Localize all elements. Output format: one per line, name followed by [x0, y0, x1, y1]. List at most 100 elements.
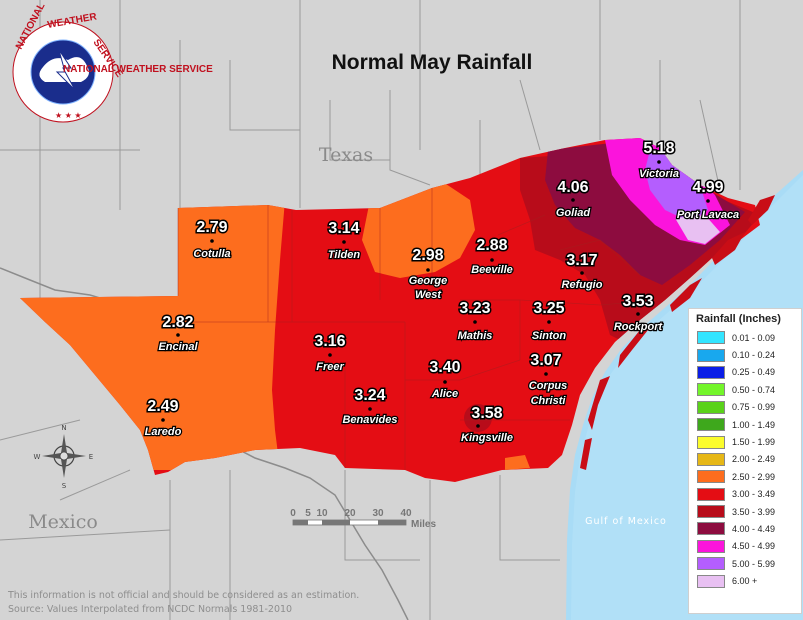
compass-s: S [62, 482, 67, 490]
station-value: 3.17 [566, 252, 597, 269]
legend-swatch [697, 435, 725, 449]
station-name: George [409, 275, 448, 287]
legend-swatch [697, 365, 725, 379]
station-name: Cotulla [193, 248, 230, 260]
logo-text: NATIONAL WEATHER SERVICE [63, 64, 213, 75]
barrier-islands [580, 195, 775, 470]
station-name: Freer [316, 361, 344, 373]
station-corpus-christi: 3.07 Corpus Christi [528, 351, 569, 409]
station-tilden: 3.14 Tilden [327, 219, 362, 263]
station-name: Christi [531, 395, 567, 407]
legend-swatch [697, 505, 725, 519]
region-label-gulf: Gulf of Mexico [585, 516, 667, 527]
station-value: 3.23 [459, 300, 490, 317]
station-dot [161, 418, 165, 422]
station-laredo: 2.49 Laredo [143, 397, 182, 440]
station-value: 2.88 [476, 237, 507, 254]
legend-item: 5.00 - 5.99 [689, 555, 801, 572]
legend-label: 4.50 - 4.99 [732, 541, 776, 552]
scale-tick: 30 [372, 508, 384, 519]
station-goliad: 4.06 Goliad [555, 178, 592, 221]
legend: Rainfall (Inches) 0.01 - 0.09 0.10 - 0.24… [688, 308, 802, 614]
station-name: Corpus [529, 380, 568, 392]
svg-text:★ ★ ★: ★ ★ ★ [55, 111, 82, 120]
station-port-lavaca: 4.99 Port Lavaca [676, 178, 741, 223]
station-name: Laredo [145, 426, 182, 438]
legend-item: 0.50 - 0.74 [689, 381, 801, 398]
legend-item: 0.10 - 0.24 [689, 346, 801, 363]
compass-rose: N S E W [34, 424, 94, 490]
station-name: Tilden [328, 249, 360, 261]
legend-swatch [697, 487, 725, 501]
station-value: 3.24 [354, 387, 385, 404]
legend-label: 3.50 - 3.99 [732, 506, 776, 517]
station-dot [544, 372, 548, 376]
station-dot [473, 320, 477, 324]
legend-item: 1.50 - 1.99 [689, 433, 801, 450]
legend-label: 1.00 - 1.49 [732, 419, 776, 430]
station-value: 2.49 [147, 398, 178, 415]
station-value: 3.16 [314, 333, 345, 350]
legend-label: 0.01 - 0.09 [732, 332, 776, 343]
legend-item: 2.50 - 2.99 [689, 468, 801, 485]
compass-e: E [89, 453, 93, 461]
legend-swatch [697, 418, 725, 432]
legend-label: 0.25 - 0.49 [732, 367, 776, 378]
station-name: Port Lavaca [677, 209, 739, 221]
station-name: Sinton [532, 330, 566, 342]
legend-swatch [697, 400, 725, 414]
legend-item: 0.25 - 0.49 [689, 364, 801, 381]
station-george-west: 2.98 George West [407, 246, 448, 303]
station-name: Encinal [158, 341, 198, 353]
station-value: 4.99 [692, 179, 723, 196]
station-value: 3.07 [530, 352, 561, 369]
scale-tick: 5 [305, 508, 311, 519]
legend-label: 2.00 - 2.49 [732, 454, 776, 465]
scale-tick: 0 [290, 508, 296, 519]
legend-label: 5.00 - 5.99 [732, 558, 776, 569]
study-county-lines [177, 188, 661, 470]
legend-label: 4.00 - 4.49 [732, 523, 776, 534]
station-name: Kingsville [461, 432, 513, 444]
compass-n: N [61, 424, 66, 432]
scale-unit: Miles [411, 519, 436, 530]
station-dot [580, 271, 584, 275]
compass-w: W [34, 453, 41, 461]
legend-swatch [697, 331, 725, 345]
station-dot [368, 407, 372, 411]
legend-label: 2.50 - 2.99 [732, 471, 776, 482]
legend-item: 3.00 - 3.49 [689, 486, 801, 503]
legend-item: 2.00 - 2.49 [689, 451, 801, 468]
legend-item: 4.00 - 4.49 [689, 520, 801, 537]
footer-source: Source: Values Interpolated from NCDC No… [8, 604, 292, 615]
legend-swatch [697, 470, 725, 484]
legend-swatch [697, 383, 725, 397]
scale-tick: 20 [344, 508, 356, 519]
station-rockport: 3.53 Rockport [613, 292, 665, 335]
station-value: 3.14 [328, 220, 359, 237]
station-victoria: 5.18 Victoria [638, 139, 680, 182]
legend-label: 0.10 - 0.24 [732, 350, 776, 361]
legend-item: 6.00 + [689, 572, 801, 589]
station-mathis: 3.23 Mathis [456, 299, 493, 344]
station-refugio: 3.17 Refugio [560, 251, 604, 293]
legend-label: 0.75 - 0.99 [732, 402, 776, 413]
legend-item: 1.00 - 1.49 [689, 416, 801, 433]
legend-swatch [697, 539, 725, 553]
station-benavides: 3.24 Benavides [341, 386, 399, 428]
legend-label: 6.00 + [732, 576, 758, 587]
legend-swatch [697, 574, 725, 588]
station-cotulla: 2.79 Cotulla [192, 218, 232, 262]
station-value: 2.82 [162, 314, 193, 331]
legend-swatch [697, 522, 725, 536]
station-dot [547, 320, 551, 324]
scale-tick: 10 [316, 508, 328, 519]
county-lines [0, 0, 741, 620]
station-dot [636, 312, 640, 316]
legend-swatch [697, 348, 725, 362]
station-name: Benavides [342, 414, 397, 426]
station-kingsville: 3.58 Kingsville [460, 404, 514, 446]
station-value: 3.40 [429, 359, 460, 376]
